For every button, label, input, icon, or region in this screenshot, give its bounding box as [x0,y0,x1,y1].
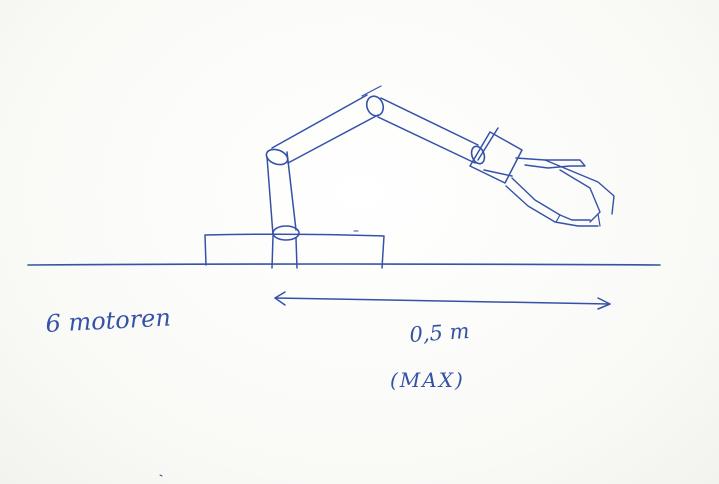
segment-2 [271,85,382,164]
base-joint [272,225,300,241]
stray-mark [159,474,163,477]
wrist-joint [470,145,486,165]
reach-label: 0,5 m [409,319,471,347]
reach-dimension-arrow [274,291,611,310]
max-note-label: (MAX) [390,368,465,392]
wrist-housing [469,127,523,184]
shoulder-joint [265,148,289,166]
segment-3 [377,97,479,164]
gripper [505,157,615,227]
ground-line [27,263,661,266]
elbow-joint [365,95,385,117]
segment-1 [266,151,298,269]
base-platform [204,233,385,269]
motors-label: 6 motoren [45,303,172,338]
